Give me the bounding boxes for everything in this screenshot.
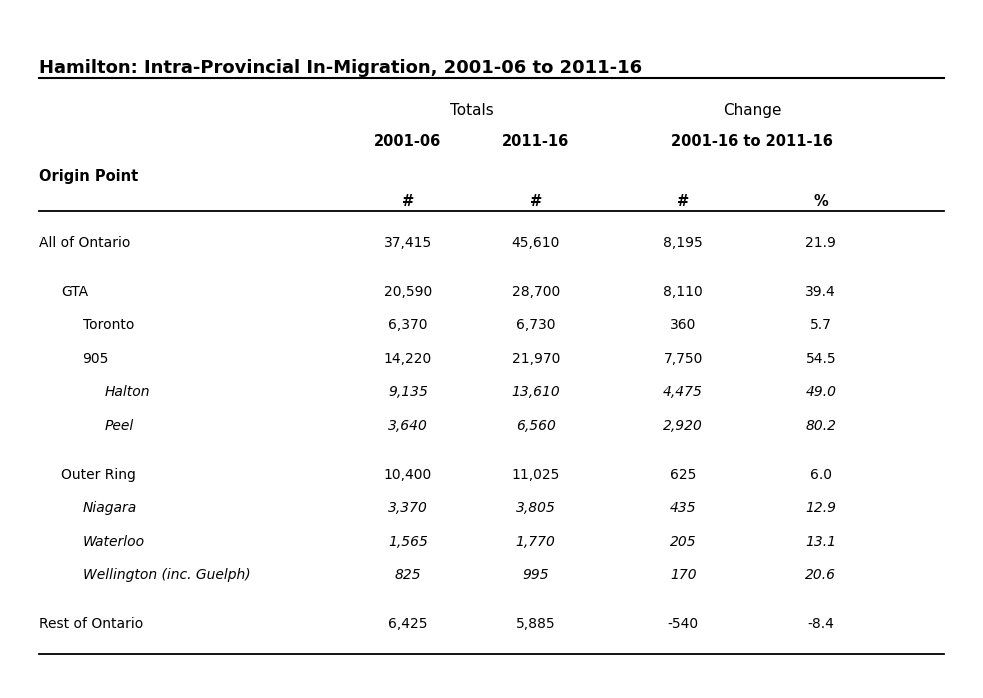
Text: 360: 360 [670, 318, 696, 332]
Text: 6.0: 6.0 [810, 468, 832, 482]
Text: 2001-16 to 2011-16: 2001-16 to 2011-16 [671, 134, 833, 149]
Text: 11,025: 11,025 [511, 468, 560, 482]
Text: 6,730: 6,730 [516, 318, 555, 332]
Text: 3,805: 3,805 [516, 501, 555, 515]
Text: 39.4: 39.4 [805, 285, 837, 299]
Text: GTA: GTA [61, 285, 88, 299]
Text: 5,885: 5,885 [516, 617, 555, 631]
Text: 21.9: 21.9 [805, 236, 837, 250]
Text: 2001-06: 2001-06 [375, 134, 441, 149]
Text: 1,565: 1,565 [388, 535, 428, 549]
Text: 13.1: 13.1 [805, 535, 837, 549]
Text: %: % [813, 194, 829, 209]
Text: #: # [530, 194, 542, 209]
Text: 8,195: 8,195 [664, 236, 703, 250]
Text: 6,370: 6,370 [388, 318, 428, 332]
Text: Niagara: Niagara [83, 501, 137, 515]
Text: 21,970: 21,970 [511, 352, 560, 366]
Text: -540: -540 [667, 617, 699, 631]
Text: Halton: Halton [104, 385, 149, 399]
Text: Totals: Totals [450, 103, 493, 117]
Text: Wellington (inc. Guelph): Wellington (inc. Guelph) [83, 568, 251, 582]
Text: 12.9: 12.9 [805, 501, 837, 515]
Text: 10,400: 10,400 [383, 468, 433, 482]
Text: 20,590: 20,590 [383, 285, 433, 299]
Text: 825: 825 [394, 568, 422, 582]
Text: 905: 905 [83, 352, 109, 366]
Text: Outer Ring: Outer Ring [61, 468, 136, 482]
Text: #: # [677, 194, 689, 209]
Text: 28,700: 28,700 [511, 285, 560, 299]
Text: Rest of Ontario: Rest of Ontario [39, 617, 144, 631]
Text: Waterloo: Waterloo [83, 535, 145, 549]
Text: 2,920: 2,920 [664, 419, 703, 433]
Text: 54.5: 54.5 [805, 352, 837, 366]
Text: 170: 170 [669, 568, 697, 582]
Text: Hamilton: Intra-Provincial In-Migration, 2001-06 to 2011-16: Hamilton: Intra-Provincial In-Migration,… [39, 59, 643, 77]
Text: 3,640: 3,640 [388, 419, 428, 433]
Text: 7,750: 7,750 [664, 352, 703, 366]
Text: 4,475: 4,475 [664, 385, 703, 399]
Text: 435: 435 [669, 501, 697, 515]
Text: 6,560: 6,560 [516, 419, 555, 433]
Text: 5.7: 5.7 [810, 318, 832, 332]
Text: 13,610: 13,610 [511, 385, 560, 399]
Text: 1,770: 1,770 [516, 535, 555, 549]
Text: 8,110: 8,110 [664, 285, 703, 299]
Text: 49.0: 49.0 [805, 385, 837, 399]
Text: 20.6: 20.6 [805, 568, 837, 582]
Text: 14,220: 14,220 [383, 352, 433, 366]
Text: 80.2: 80.2 [805, 419, 837, 433]
Text: 45,610: 45,610 [511, 236, 560, 250]
Text: 2011-16: 2011-16 [502, 134, 569, 149]
Text: Peel: Peel [104, 419, 134, 433]
Text: -8.4: -8.4 [807, 617, 835, 631]
Text: 6,425: 6,425 [388, 617, 428, 631]
Text: All of Ontario: All of Ontario [39, 236, 131, 250]
Text: 995: 995 [522, 568, 549, 582]
Text: 9,135: 9,135 [388, 385, 428, 399]
Text: Toronto: Toronto [83, 318, 134, 332]
Text: #: # [402, 194, 414, 209]
Text: 625: 625 [670, 468, 696, 482]
Text: 205: 205 [669, 535, 697, 549]
Text: 37,415: 37,415 [383, 236, 433, 250]
Text: Change: Change [723, 103, 781, 117]
Text: Origin Point: Origin Point [39, 169, 139, 184]
Text: 3,370: 3,370 [388, 501, 428, 515]
